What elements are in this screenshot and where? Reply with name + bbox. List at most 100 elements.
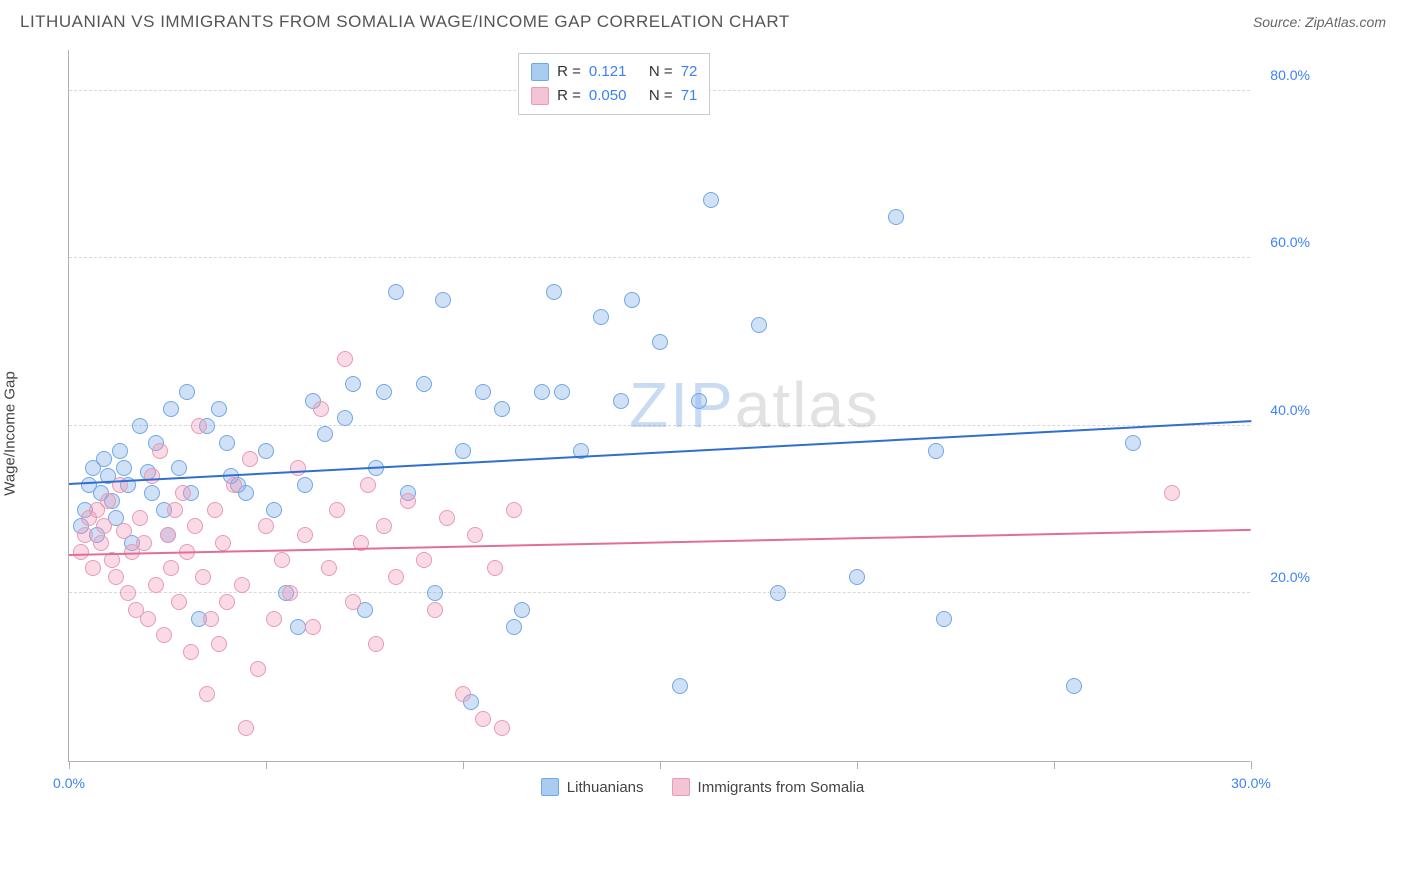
source-name: ZipAtlas.com [1305,14,1386,30]
data-point [1125,435,1141,451]
data-point [215,535,231,551]
data-point [435,292,451,308]
r-value: 0.121 [589,60,641,84]
data-point [770,585,786,601]
data-point [475,384,491,400]
legend-label: Lithuanians [567,779,644,796]
data-point [297,527,313,543]
data-point [376,384,392,400]
data-point [203,611,219,627]
legend-label: Immigrants from Somalia [698,779,865,796]
r-label: R = [557,60,581,84]
y-tick-label: 40.0% [1270,402,1310,418]
data-point [475,711,491,727]
y-tick-label: 20.0% [1270,569,1310,585]
data-point [199,686,215,702]
data-point [73,544,89,560]
chart-area: Wage/Income Gap 20.0%40.0%60.0%80.0%0.0%… [20,40,1320,810]
r-value: 0.050 [589,84,641,108]
n-label: N = [649,84,673,108]
gridline [69,592,1250,593]
data-point [546,284,562,300]
data-point [305,619,321,635]
data-point [140,611,156,627]
watermark: ZIPatlas [629,368,880,442]
series-swatch [531,87,549,105]
gridline [69,257,1250,258]
data-point [163,401,179,417]
trend-line [69,529,1251,556]
data-point [258,518,274,534]
data-point [136,535,152,551]
data-point [888,209,904,225]
series-legend: Lithuanians Immigrants from Somalia [541,778,864,796]
data-point [238,720,254,736]
source-prefix: Source: [1253,14,1305,30]
x-tick [857,761,858,769]
data-point [703,192,719,208]
data-point [467,527,483,543]
data-point [936,611,952,627]
data-point [506,502,522,518]
data-point [108,569,124,585]
data-point [195,569,211,585]
data-point [337,410,353,426]
data-point [160,527,176,543]
gridline [69,425,1250,426]
data-point [455,686,471,702]
data-point [274,552,290,568]
data-point [250,661,266,677]
data-point [439,510,455,526]
x-tick [660,761,661,769]
data-point [624,292,640,308]
data-point [258,443,274,459]
header: LITHUANIAN VS IMMIGRANTS FROM SOMALIA WA… [0,0,1406,40]
data-point [96,451,112,467]
data-point [112,443,128,459]
data-point [514,602,530,618]
data-point [211,636,227,652]
plot-region: 20.0%40.0%60.0%80.0%0.0%30.0%ZIPatlasR =… [68,50,1250,762]
data-point [313,401,329,417]
data-point [554,384,570,400]
data-point [77,527,93,543]
data-point [156,627,172,643]
data-point [427,585,443,601]
y-tick-label: 60.0% [1270,234,1310,250]
x-tick-label: 30.0% [1231,775,1271,791]
data-point [175,485,191,501]
series-swatch [672,778,690,796]
data-point [171,460,187,476]
data-point [345,594,361,610]
data-point [455,443,471,459]
data-point [152,443,168,459]
data-point [593,309,609,325]
stats-row: R =0.121N =72 [531,60,697,84]
data-point [317,426,333,442]
data-point [1164,485,1180,501]
data-point [494,720,510,736]
n-label: N = [649,60,673,84]
data-point [360,477,376,493]
data-point [388,569,404,585]
data-point [187,518,203,534]
data-point [207,502,223,518]
x-tick [1251,761,1252,769]
chart-title: LITHUANIAN VS IMMIGRANTS FROM SOMALIA WA… [20,12,790,32]
data-point [191,418,207,434]
data-point [388,284,404,300]
data-point [211,401,227,417]
data-point [148,577,164,593]
data-point [416,552,432,568]
data-point [266,502,282,518]
data-point [494,401,510,417]
data-point [427,602,443,618]
data-point [132,510,148,526]
data-point [487,560,503,576]
x-tick [69,761,70,769]
data-point [928,443,944,459]
data-point [376,518,392,534]
data-point [144,485,160,501]
data-point [652,334,668,350]
data-point [691,393,707,409]
